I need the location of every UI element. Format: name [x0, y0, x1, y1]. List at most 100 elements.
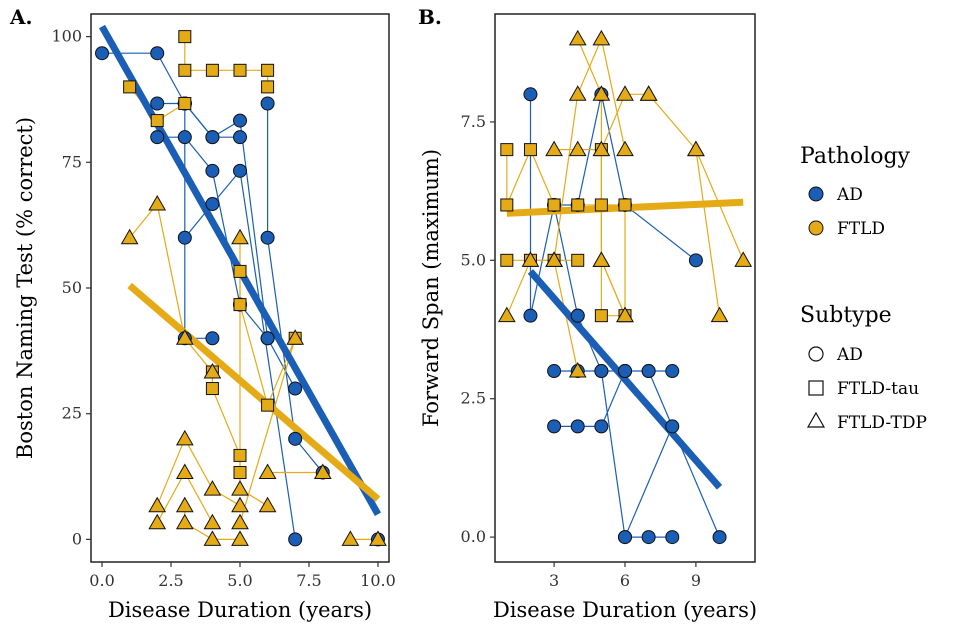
panel-b-trajectory-line — [506, 148, 555, 206]
panel-a-x-tick-label: 10.0 — [360, 571, 396, 590]
panel-b-x-tick-label: 3 — [549, 571, 559, 590]
legend-subtype-ad: AD — [836, 345, 863, 365]
panel-b-point-ad — [688, 253, 703, 268]
panel-a-point-ftld-tau — [233, 264, 247, 278]
panel-a-point-ad — [288, 381, 303, 396]
panel-b-point-ftld-tdp — [568, 140, 587, 157]
panel-b-point-ftld-tdp — [568, 362, 587, 378]
panel-a-x-tick-label: 7.5 — [296, 571, 321, 590]
panel-a-trajectory-line — [239, 338, 296, 523]
panel-a-point-ftld-tdp — [175, 513, 194, 530]
panel-a-point-ftld-tdp — [231, 513, 249, 530]
legend-subtype-title: Subtype — [800, 303, 892, 328]
panel-a-point-ftld-tdp — [148, 195, 167, 211]
panel-b-point-ftld-tdp — [616, 140, 634, 157]
panel-a: A. 0.0 2.5 5.0 7.5 10.0 0 25 50 75 100 Disease Du… — [9, 5, 396, 622]
legend-subtype-ftld-tdp: FTLD-TDP — [837, 413, 927, 433]
panel-a-point-ftld-tdp — [203, 513, 222, 530]
panel-a-point-ftld-tau — [123, 80, 137, 94]
panel-a-point-ftld-tdp — [258, 496, 277, 513]
panel-b-point-ftld-tdp — [545, 140, 563, 157]
panel-b-x-tick-label: 9 — [691, 571, 701, 590]
panel-b-point-ftld-tdp — [545, 251, 563, 267]
panel-b-point-ftld-tau — [523, 143, 537, 157]
panel-a-point-ftld-tdp — [231, 530, 249, 546]
panel-a-point-ftld-tau — [150, 114, 164, 128]
panel-b-point-ad — [618, 530, 632, 545]
panel-a-point-ftld-tdp — [231, 228, 249, 245]
panel-a-point-ad — [95, 46, 110, 61]
panel-b-trend-line-ad — [527, 269, 723, 490]
panel-a-point-ad — [288, 532, 303, 547]
panel-a-ticks: 0.0 2.5 5.0 7.5 10.0 0 25 50 75 100 — [51, 27, 395, 590]
panel-b-point-ad — [570, 308, 585, 323]
panel-a-point-ftld-tau — [205, 63, 219, 77]
panel-b-point-ad — [665, 530, 680, 545]
panel-a-point-ftld-tau — [233, 448, 247, 462]
panel-a-point-ftld-tdp — [203, 480, 222, 496]
panel-a-point-ad — [233, 113, 247, 128]
panel-a-x-tick-label: 2.5 — [158, 571, 183, 590]
panel-b-point-ftld-tdp — [592, 140, 611, 157]
panel-a-point-ftld-tdp — [313, 463, 332, 480]
panel-a-point-ftld-tdp — [258, 463, 277, 480]
panel-a-point-ftld-tau — [205, 382, 219, 396]
panel-a-point-ad — [177, 230, 192, 245]
legend-ftld-swatch — [808, 220, 824, 236]
panel-a-point-ftld-tdp — [148, 513, 167, 530]
panel-b-label: B. — [418, 5, 442, 29]
panel-a-point-ftld-tdp — [203, 362, 222, 379]
panel-b-point-ftld-tdp — [592, 29, 611, 46]
panel-a-label: A. — [9, 5, 32, 29]
panel-b-point-ftld-tau — [571, 253, 585, 267]
panel-b-point-ad — [665, 364, 680, 379]
panel-b-point-ftld-tdp — [734, 251, 753, 267]
panel-a-point-ftld-tdp — [175, 463, 194, 480]
panel-b-point-ad — [594, 419, 609, 434]
panel-a-point-ftld-tau — [261, 63, 275, 77]
legend-pathology-ftld: FTLD — [837, 219, 885, 239]
panel-a-point-ftld-tdp — [148, 496, 167, 513]
panel-b-x-tick-label: 6 — [620, 571, 630, 590]
panel-a-point-ftld-tdp — [203, 530, 222, 546]
panel-b-trajectory-line — [600, 149, 626, 317]
panel-b-y-tick-label: 7.5 — [461, 112, 486, 131]
legend: Pathology AD FTLD Subtype AD FTLD-tau FT… — [800, 144, 927, 433]
panel-b-point-ftld-tau — [500, 198, 514, 212]
panel-a-point-ftld-tdp — [120, 228, 139, 245]
panel-b-point-ftld-tau — [500, 253, 514, 267]
panel-a-point-ad — [260, 331, 275, 346]
panel-a-trend-line-ftld — [127, 282, 381, 502]
panel-b-y-tick-label: 2.5 — [461, 389, 486, 408]
panel-b-point-ad — [523, 308, 538, 323]
panel-a-y-tick-label: 50 — [62, 278, 82, 297]
panel-a-point-ftld-tau — [178, 63, 192, 77]
panel-a-trajectory-line — [156, 437, 241, 507]
panel-b-point-ftld-tdp — [521, 251, 540, 267]
panel-a-point-ad — [150, 130, 165, 145]
panel-b-point-ad — [523, 87, 538, 102]
panel-a-trajectory-line — [267, 103, 324, 473]
panel-a-point-ftld-tau — [261, 80, 275, 94]
panel-a-point-ad — [233, 163, 247, 178]
panel-a-point-ad — [177, 130, 192, 145]
panel-b-point-ftld-tau — [571, 198, 585, 212]
panel-a-point-ftld-tau — [233, 298, 247, 312]
panel-a-point-ad — [205, 163, 220, 178]
panel-a-point-ftld-tdp — [341, 530, 360, 546]
panel-a-point-ftld-tdp — [286, 329, 305, 345]
panel-a-point-ad — [205, 331, 220, 346]
panel-a-y-tick-label: 0 — [72, 529, 82, 548]
panel-b-point-ftld-tdp — [687, 140, 705, 157]
panel-a-trajectory-line — [184, 103, 269, 339]
panel-b: B. 3 6 9 0.0 2.5 5.0 7.5 Disease Duration (yea… — [418, 5, 757, 622]
panel-b-point-ad — [712, 530, 727, 545]
panel-b-point-ad — [570, 419, 585, 434]
panel-a-point-ad — [150, 46, 165, 61]
panel-b-point-ftld-tau — [500, 143, 514, 157]
panel-b-y-tick-label: 5.0 — [461, 250, 486, 269]
panel-a-point-ftld-tdp — [231, 480, 249, 496]
panel-a-y-tick-label: 75 — [62, 152, 82, 171]
panel-b-trajectory-line — [600, 260, 626, 316]
legend-pathology-title: Pathology — [800, 144, 911, 169]
